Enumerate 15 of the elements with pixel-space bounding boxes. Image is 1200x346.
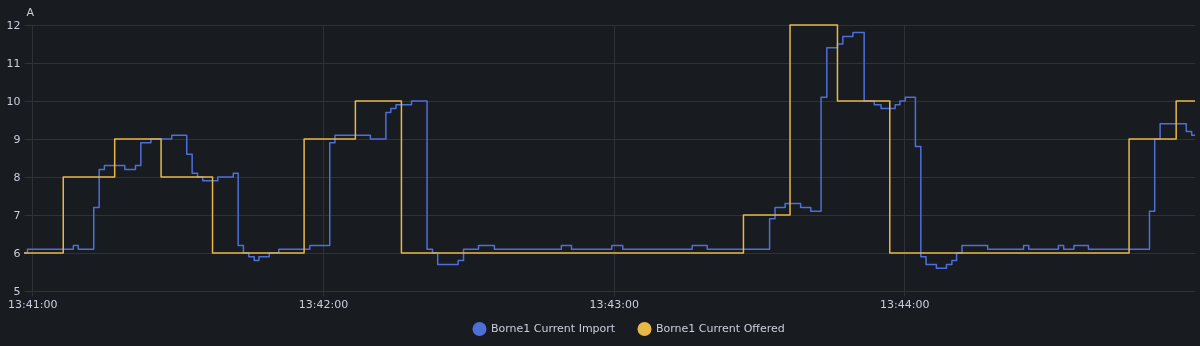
legend-label: Borne1 Current Offered [656, 321, 785, 335]
y-tick-label: 6 [13, 246, 21, 260]
y-tick-label: 9 [13, 132, 21, 146]
y-tick-label: 10 [6, 94, 21, 108]
y-tick-label: 5 [13, 284, 21, 298]
y-axis-title: A [26, 5, 35, 19]
x-tick-label: 13:41:00 [7, 297, 58, 311]
x-tick-label: 13:42:00 [298, 297, 349, 311]
legend-label: Borne1 Current Import [491, 321, 616, 335]
y-tick-label: 8 [13, 170, 21, 184]
y-tick-label: 11 [6, 56, 21, 70]
x-tick-label: 13:43:00 [589, 297, 639, 311]
y-tick-label: 7 [13, 208, 21, 222]
x-tick-label: 13:44:00 [880, 297, 930, 311]
y-tick-label: 12 [6, 18, 21, 32]
